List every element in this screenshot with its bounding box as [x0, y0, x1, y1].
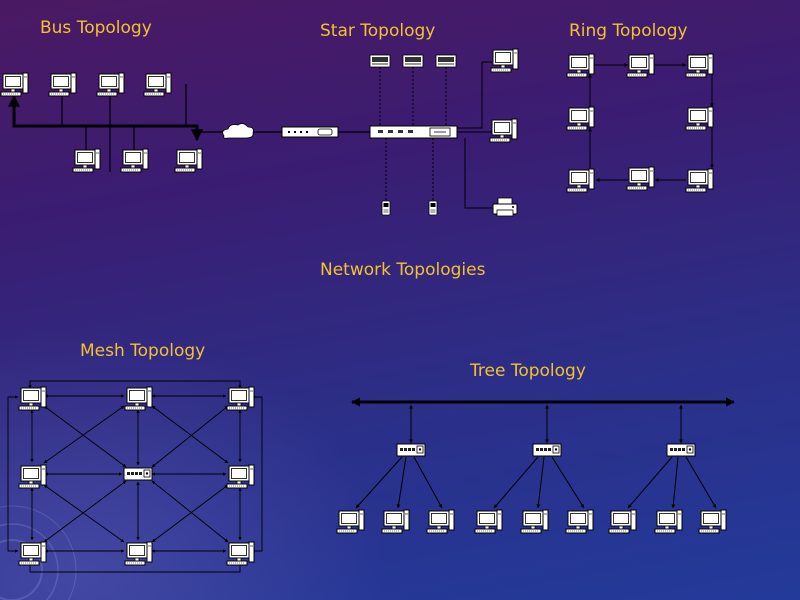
- computer-icon: [72, 148, 101, 173]
- mesh-topology-links: [7, 380, 263, 573]
- computer-icon: [96, 72, 125, 97]
- tree-computers: [336, 509, 727, 534]
- computer-icon: [336, 509, 365, 534]
- computer-icon: [0, 72, 29, 97]
- ring-topology-links: [588, 63, 714, 182]
- ring-topology-title: Ring Topology: [569, 21, 688, 41]
- computer-icon: [685, 168, 714, 193]
- computer-icon: [685, 106, 714, 131]
- computer-icon: [566, 106, 595, 131]
- computer-icon: [474, 509, 503, 534]
- bus-topology: [8, 84, 232, 172]
- mesh-topology-title: Mesh Topology: [80, 341, 206, 361]
- bus-topology-title: Bus Topology: [40, 18, 152, 38]
- star-computers: [489, 48, 519, 143]
- star-topology-title: Star Topology: [320, 21, 436, 41]
- computer-icon: [18, 464, 47, 489]
- computer-icon: [654, 509, 683, 534]
- computer-icon: [381, 509, 410, 534]
- computer-icon: [226, 386, 255, 411]
- computer-icon: [426, 509, 455, 534]
- switch-icon: [532, 443, 562, 457]
- star-printer: [492, 197, 518, 217]
- computer-icon: [626, 166, 655, 191]
- switch-icon: [402, 54, 424, 68]
- ring-computers: [566, 53, 714, 193]
- switch-icon: [666, 443, 696, 457]
- tree-switches: [396, 443, 696, 457]
- switch-icon: [435, 54, 457, 68]
- computer-icon: [520, 509, 549, 534]
- switch-icon: [123, 467, 153, 481]
- star-cloud: [222, 123, 254, 139]
- computer-icon: [565, 509, 594, 534]
- hub-icon: [369, 125, 458, 139]
- computer-icon: [490, 48, 519, 73]
- computer-icon: [143, 72, 172, 97]
- star-router: [281, 126, 339, 138]
- star-hub: [369, 125, 458, 139]
- computer-icon: [124, 541, 153, 566]
- star-topology-links: [252, 61, 492, 209]
- computer-icon: [626, 53, 655, 78]
- tree-topology-title: Tree Topology: [470, 361, 586, 381]
- computer-icon: [566, 168, 595, 193]
- computer-icon: [18, 386, 47, 411]
- cloud-icon: [222, 123, 254, 139]
- computer-icon: [226, 464, 255, 489]
- computer-icon: [685, 53, 714, 78]
- computer-icon: [124, 386, 153, 411]
- printer-icon: [492, 197, 518, 217]
- tree-topology-links: [351, 397, 735, 509]
- page-title: Network Topologies: [320, 260, 486, 280]
- switch-icon: [396, 443, 426, 457]
- computer-icon: [566, 53, 595, 78]
- computer-icon: [174, 148, 203, 173]
- computer-icon: [48, 72, 77, 97]
- mesh-switch: [123, 467, 153, 481]
- computer-icon: [18, 541, 47, 566]
- star-switches: [369, 54, 457, 68]
- phone-icon: [381, 200, 391, 216]
- computer-icon: [698, 509, 727, 534]
- phone-icon: [428, 200, 438, 216]
- star-phones: [381, 200, 438, 216]
- computer-icon: [120, 148, 149, 173]
- computer-icon: [608, 509, 637, 534]
- bus-computers: [0, 72, 203, 173]
- switch-icon: [369, 54, 391, 68]
- computer-icon: [489, 118, 518, 143]
- background-arcs: [0, 505, 77, 600]
- router-icon: [281, 126, 339, 138]
- computer-icon: [226, 541, 255, 566]
